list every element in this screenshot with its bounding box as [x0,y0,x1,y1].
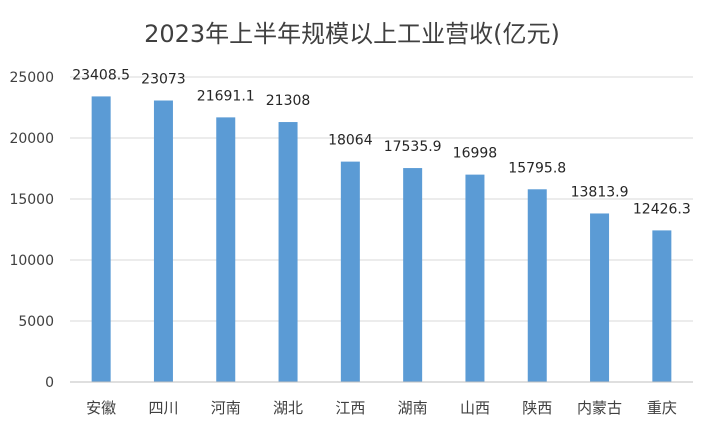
bar [465,174,485,382]
category-label: 河南 [211,399,241,417]
data-label: 17535.9 [384,139,442,155]
y-tick-label: 10000 [9,253,54,269]
y-tick-label: 20000 [9,131,54,147]
bars [91,96,672,383]
y-axis-ticks: 0 5000 10000 15000 20000 25000 [9,70,54,391]
category-label: 安徽 [86,399,116,417]
data-label: 12426.3 [633,201,691,217]
bar [340,161,360,382]
bar [527,189,547,382]
chart-title: 2023年上半年规模以上工业营收(亿元) [144,20,560,48]
category-label: 江西 [335,399,365,417]
y-tick-label: 15000 [9,192,54,208]
bar [278,122,298,383]
data-label: 23073 [141,72,186,88]
category-label: 湖北 [273,399,303,417]
bar [216,117,236,382]
y-tick-label: 5000 [18,314,54,330]
category-label: 内蒙古 [577,399,622,417]
y-tick-label: 25000 [9,70,54,86]
bar [403,168,423,382]
data-labels: 23408.5 23073 21691.1 21308 18064 17535.9 1699… [72,67,691,217]
category-label: 四川 [148,399,178,417]
data-label: 18064 [328,133,373,149]
category-label: 山西 [460,399,490,417]
data-label: 23408.5 [72,67,130,83]
grid-lines [70,76,693,322]
category-label: 湖南 [398,399,428,417]
data-label: 16998 [453,146,498,162]
category-label: 陕西 [522,399,552,417]
bar [91,96,111,383]
y-tick-label: 0 [45,375,54,391]
data-label: 21691.1 [197,88,255,104]
category-label: 重庆 [647,399,677,417]
bar [590,213,610,382]
data-label: 15795.8 [508,160,566,176]
x-axis-categories: 安徽 四川 河南 湖北 江西 湖南 山西 陕西 内蒙古 重庆 [86,399,677,417]
bar [153,100,173,382]
data-label: 21308 [266,93,311,109]
data-label: 13813.9 [571,184,629,200]
bar [652,230,672,382]
